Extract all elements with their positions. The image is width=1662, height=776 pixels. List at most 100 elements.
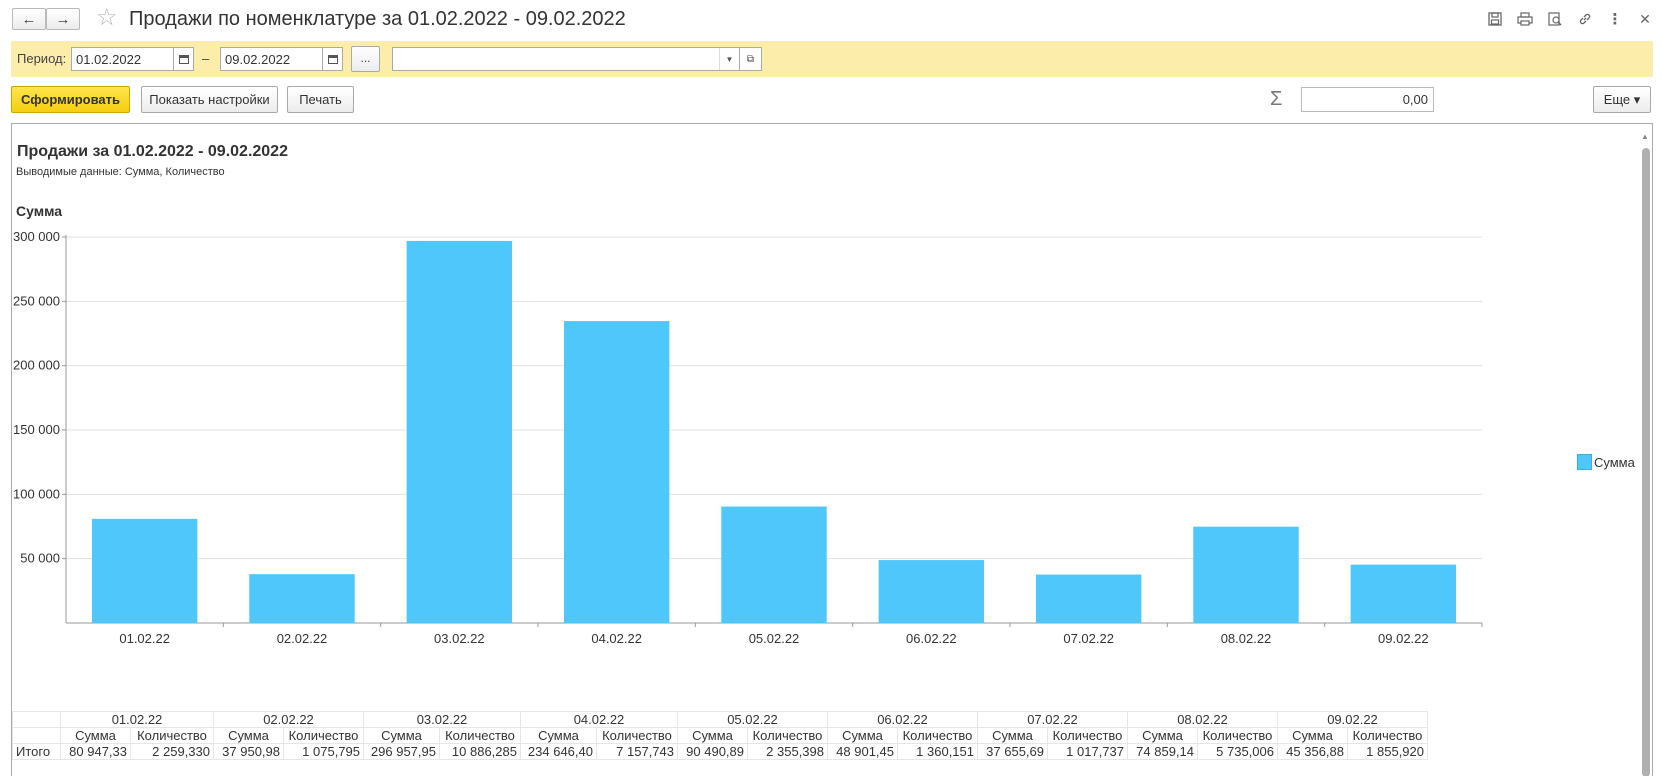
table-sum-cell: 74 859,14: [1127, 743, 1198, 760]
table-sum-cell: 45 356,88: [1277, 743, 1348, 760]
table-qty-header: Количество: [1347, 727, 1428, 744]
open-icon[interactable]: ⧉: [739, 48, 761, 70]
table-sum-header: Сумма: [520, 727, 597, 744]
y-tick-label: 200 000: [13, 358, 60, 373]
table-sum-cell: 234 646,40: [520, 743, 597, 760]
calendar-icon: [327, 54, 338, 64]
print-icon[interactable]: [1515, 9, 1535, 29]
legend-swatch: [1577, 454, 1592, 470]
bar: [406, 240, 513, 623]
bar: [91, 518, 198, 623]
date-from-field[interactable]: 01.02.2022: [71, 47, 174, 71]
table-sum-header: Сумма: [977, 727, 1048, 744]
page-title: Продажи по номенклатуре за 01.02.2022 - …: [129, 8, 626, 30]
bar: [878, 560, 985, 623]
sum-field[interactable]: 0,00: [1301, 87, 1434, 112]
vertical-scrollbar[interactable]: ▲: [1638, 124, 1652, 776]
chart-section-title: Сумма: [16, 203, 63, 219]
generate-button[interactable]: Сформировать: [11, 86, 130, 113]
x-tick-label: 01.02.22: [119, 631, 170, 646]
table-sum-header: Сумма: [60, 727, 131, 744]
print-button[interactable]: Печать: [287, 86, 354, 113]
y-tick-label: 300 000: [13, 229, 60, 244]
x-tick-label: 08.02.22: [1221, 631, 1272, 646]
date-from-calendar-button[interactable]: [174, 47, 194, 71]
table-sum-cell: 296 957,95: [363, 743, 440, 760]
table-header-row: 01.02.22 02.02.22 03.02.22 04.02.22 05.02.22…: [12, 711, 1428, 728]
choose-period-button[interactable]: ...: [351, 46, 380, 72]
preview-icon[interactable]: [1545, 9, 1565, 29]
table-sum-header: Сумма: [1277, 727, 1348, 744]
table-qty-cell: 2 259,330: [130, 743, 214, 760]
table-qty-cell: 1 855,920: [1347, 743, 1428, 760]
table-row: Итого 80 947,33 2 259,330 37 950,98 1 075,79…: [12, 743, 1428, 760]
save-icon[interactable]: [1485, 9, 1505, 29]
y-tick-label: 100 000: [13, 486, 60, 501]
x-tick-label: 06.02.22: [906, 631, 957, 646]
legend-label: Сумма: [1594, 454, 1635, 470]
date-to-field[interactable]: 09.02.2022: [220, 47, 323, 71]
bar: [721, 506, 827, 623]
table-date-header: 02.02.22: [213, 711, 364, 728]
table-corner-cell: [12, 727, 61, 744]
scrollbar-thumb[interactable]: [1642, 148, 1650, 776]
table-date-header: 08.02.22: [1127, 711, 1278, 728]
table-sum-cell: 80 947,33: [60, 743, 131, 760]
report-area: Продажи за 01.02.2022 - 09.02.2022 Вывод…: [11, 123, 1653, 776]
x-tick-label: 05.02.22: [749, 631, 800, 646]
table-row-label: Итого: [12, 743, 61, 760]
table-qty-header: Количество: [439, 727, 521, 744]
report-title: Продажи за 01.02.2022 - 09.02.2022: [17, 143, 288, 160]
period-label: Период:: [17, 51, 67, 66]
table-sum-header: Сумма: [1127, 727, 1198, 744]
scroll-up-icon[interactable]: ▲: [1641, 132, 1649, 141]
table-qty-header: Количество: [130, 727, 214, 744]
x-tick-label: 02.02.22: [277, 631, 328, 646]
dropdown-arrow-icon[interactable]: ▼: [719, 48, 739, 70]
table-date-header: 01.02.22: [60, 711, 214, 728]
date-to-calendar-button[interactable]: [323, 47, 343, 71]
table-qty-cell: 7 157,743: [596, 743, 678, 760]
table-sum-header: Сумма: [363, 727, 440, 744]
more-vertical-icon[interactable]: ⋮: [1607, 11, 1623, 28]
table-qty-header: Количество: [897, 727, 978, 744]
calendar-icon: [178, 54, 189, 64]
table-subheader-row: Сумма Количество Сумма Количество Сумма Колич…: [12, 727, 1428, 744]
sum-icon: Σ: [1270, 88, 1283, 110]
report-table: 01.02.22 02.02.22 03.02.22 04.02.22 05.02.22…: [12, 711, 1428, 760]
arrow-left-icon: ←: [21, 10, 37, 28]
arrow-right-icon: →: [55, 10, 71, 28]
star-icon[interactable]: ☆: [96, 4, 118, 31]
table-qty-cell: 5 735,006: [1197, 743, 1278, 760]
table-date-header: 09.02.22: [1277, 711, 1428, 728]
table-qty-cell: 1 360,151: [897, 743, 978, 760]
chart-legend: Сумма: [1577, 454, 1635, 470]
table-qty-cell: 1 075,795: [283, 743, 364, 760]
table-qty-header: Количество: [596, 727, 678, 744]
table-date-header: 07.02.22: [977, 711, 1128, 728]
table-sum-header: Сумма: [213, 727, 284, 744]
bar-chart: 50 000 100 000 150 000 200 000 250 000 300 00…: [13, 229, 1483, 646]
bar: [1350, 564, 1457, 623]
table-date-header: 04.02.22: [520, 711, 678, 728]
table-sum-header: Сумма: [677, 727, 748, 744]
table-qty-header: Количество: [747, 727, 828, 744]
y-tick-label: 250 000: [13, 293, 60, 308]
x-tick-label: 07.02.22: [1063, 631, 1114, 646]
bar: [249, 574, 355, 623]
close-icon[interactable]: ✕: [1639, 10, 1651, 27]
back-button[interactable]: ←: [12, 8, 46, 30]
bar: [1193, 526, 1299, 623]
table-qty-header: Количество: [283, 727, 364, 744]
period-dash: –: [202, 51, 210, 66]
y-tick-label: 150 000: [13, 422, 60, 437]
more-button[interactable]: Еще ▾: [1593, 86, 1651, 113]
table-qty-cell: 2 355,398: [747, 743, 828, 760]
selector-field[interactable]: ▼ ⧉: [392, 47, 762, 71]
table-qty-cell: 1 017,737: [1047, 743, 1128, 760]
show-settings-button[interactable]: Показать настройки: [141, 86, 278, 113]
filter-bar: Период: 01.02.2022 – 09.02.2022 ... ▼ ⧉: [11, 41, 1653, 77]
table-sum-cell: 48 901,45: [827, 743, 898, 760]
forward-button[interactable]: →: [46, 8, 80, 30]
link-icon[interactable]: [1575, 9, 1595, 29]
